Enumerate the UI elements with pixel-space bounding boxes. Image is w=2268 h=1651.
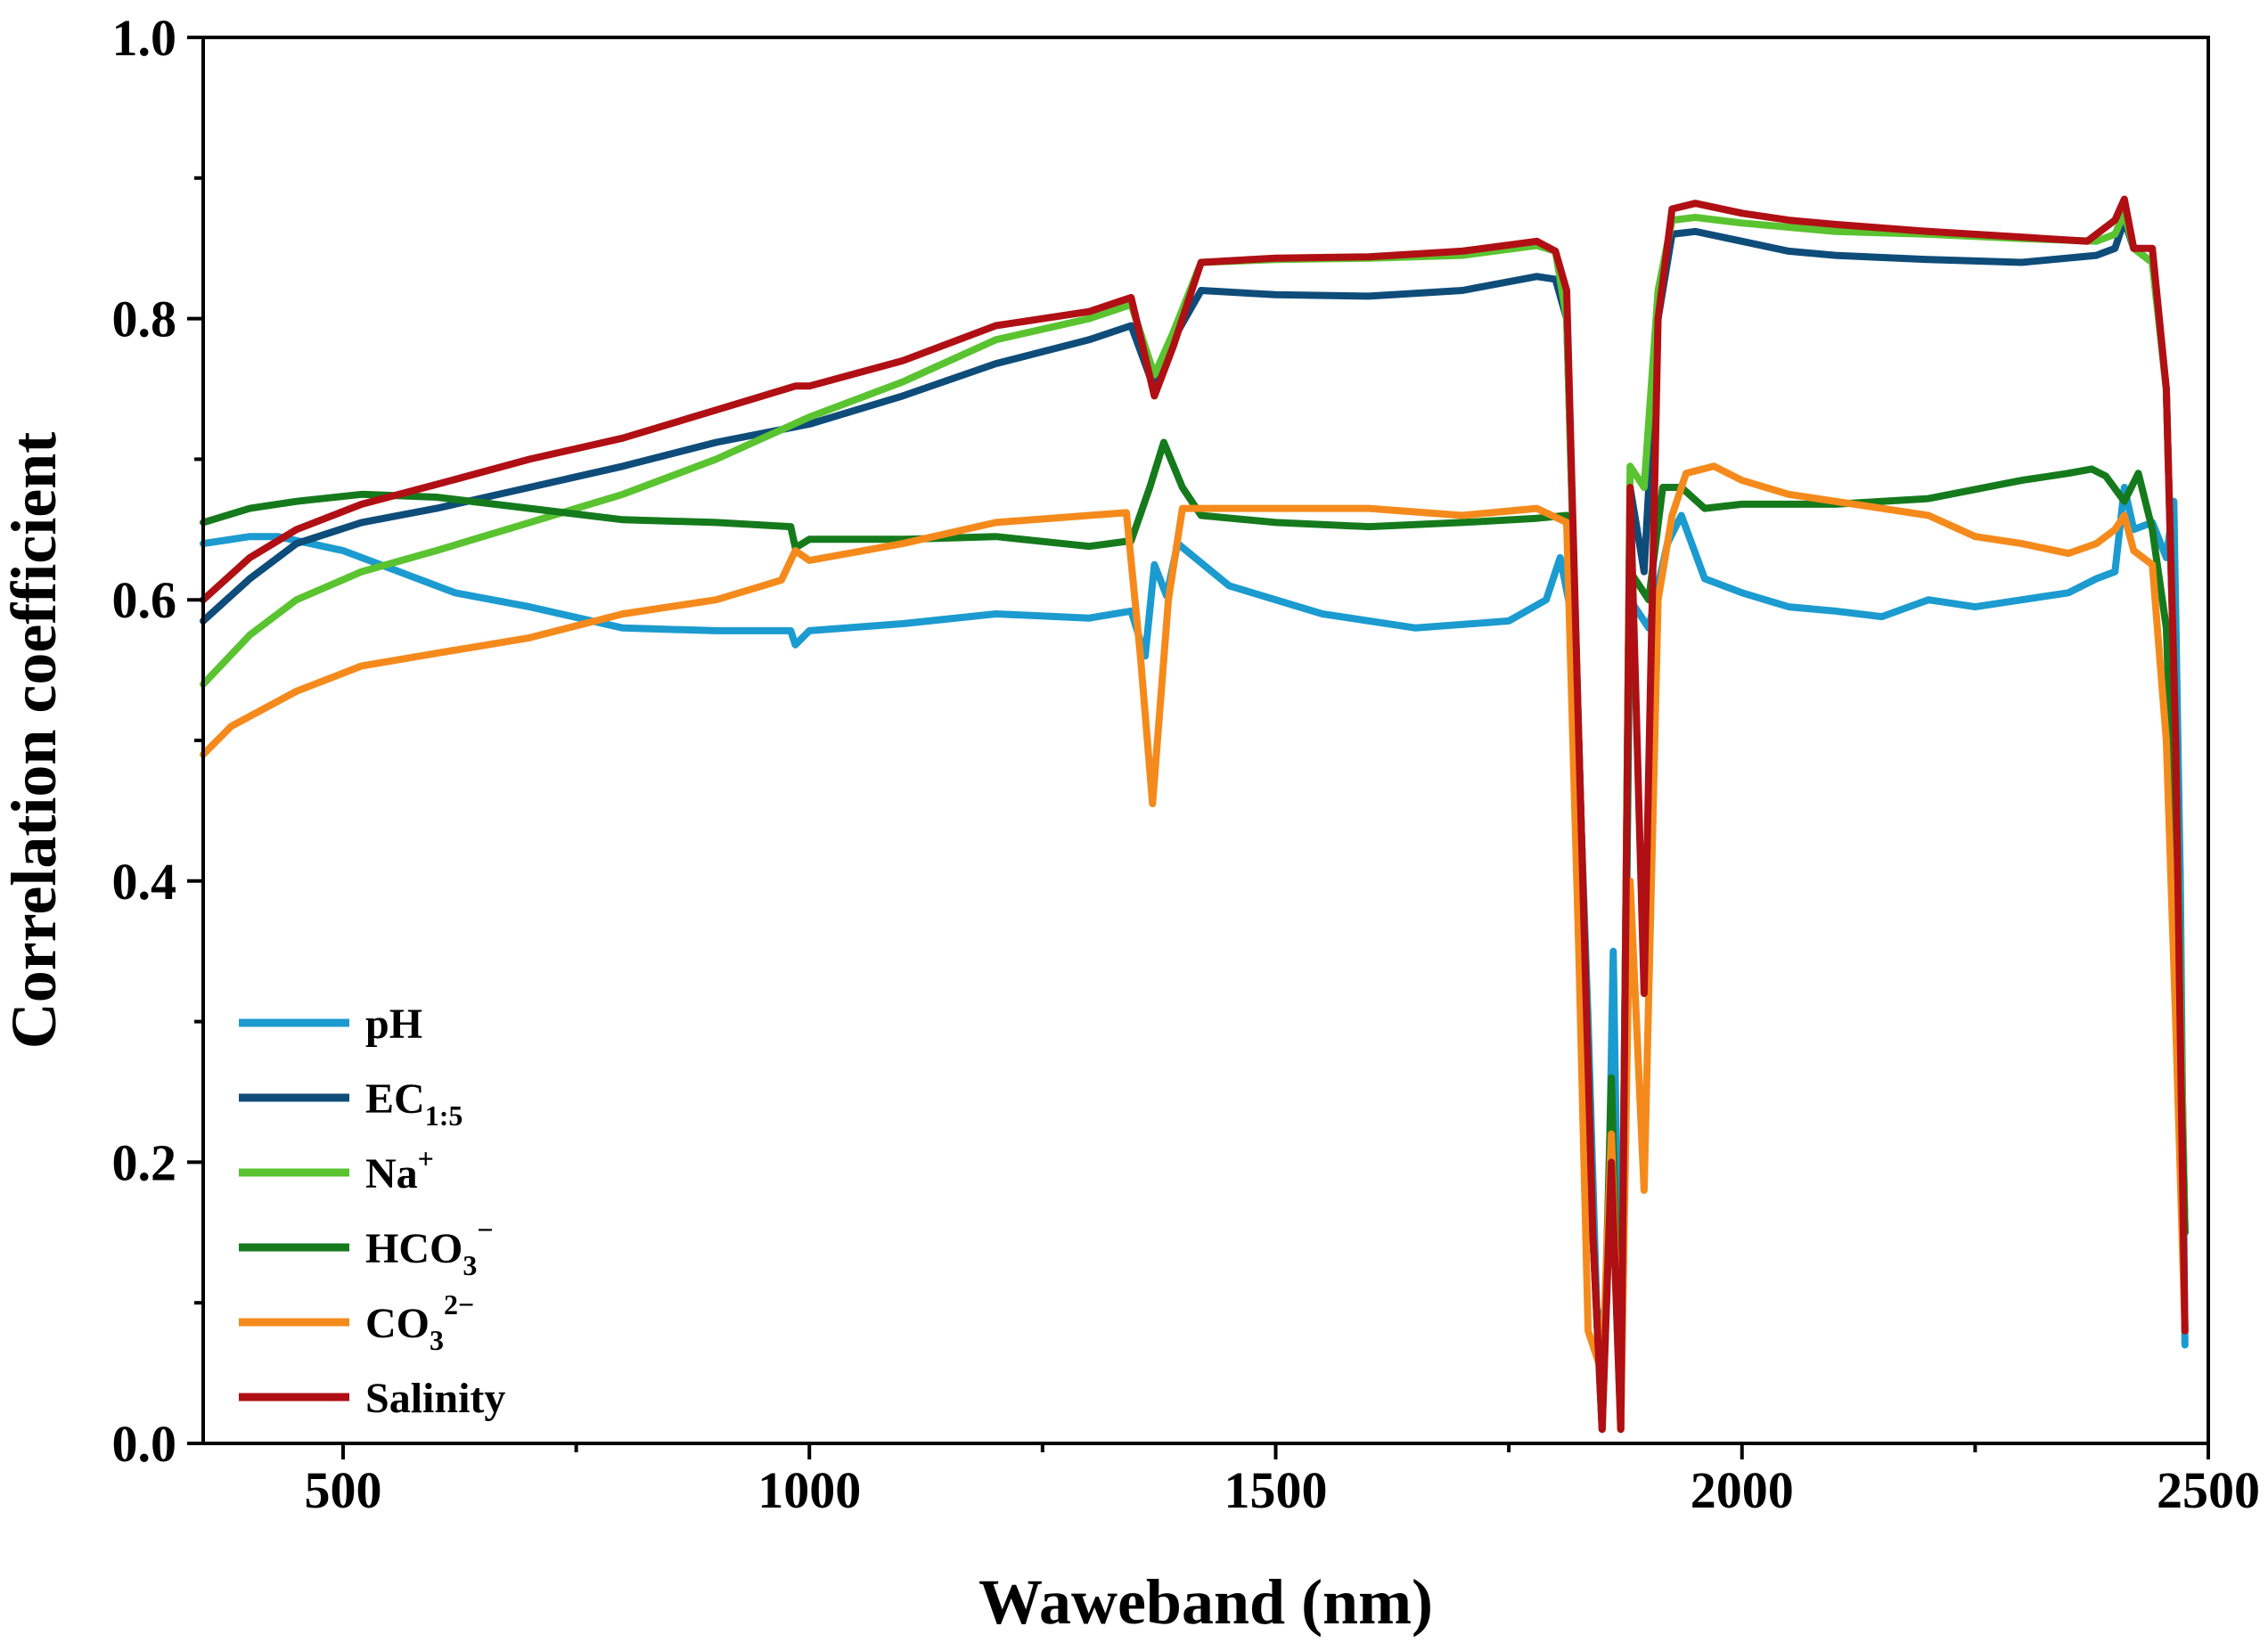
y-tick-label: 0.2 — [112, 1133, 177, 1191]
legend-label: CO32− — [365, 1288, 474, 1356]
legend-item: Salinity — [239, 1375, 505, 1422]
series-line-3 — [200, 438, 2189, 1434]
y-tick-label: 0.4 — [112, 853, 177, 911]
y-tick-label: 0.6 — [112, 571, 177, 629]
legend-item: CO32− — [239, 1288, 474, 1356]
legend-item: EC1:5 — [239, 1075, 463, 1132]
legend-label-subscript: 3 — [463, 1249, 477, 1281]
y-tick-label: 0.0 — [112, 1415, 177, 1473]
x-tick-label: 1000 — [757, 1461, 861, 1519]
axis-ticks — [187, 36, 2210, 1459]
series-line-0 — [200, 484, 2189, 1434]
series-line-4 — [200, 462, 2189, 1434]
legend-label: HCO3− — [365, 1214, 494, 1281]
legend-label-main: CO — [365, 1300, 430, 1347]
legend-label-main: Salinity — [365, 1375, 505, 1422]
x-tick-label: 2000 — [1691, 1461, 1794, 1519]
legend-label-main: Na — [365, 1150, 418, 1197]
legend-label: Na+ — [365, 1142, 434, 1197]
legend-label: EC1:5 — [365, 1075, 463, 1132]
legend-label-main: pH — [365, 1001, 422, 1048]
legend-label: pH — [365, 1001, 422, 1048]
legend-label: Salinity — [365, 1375, 505, 1422]
x-axis-title: Waweband (nm) — [978, 1566, 1433, 1638]
legend-label-superscript: 2− — [444, 1288, 474, 1320]
axis-tick-labels: 500 1000 1500 2000 2500 0.0 0.2 0.4 0.6 0.8 1.0 — [112, 9, 2261, 1519]
legend-label-main: HCO — [365, 1225, 463, 1272]
legend-label-superscript: − — [477, 1214, 493, 1246]
legend-label-superscript: + — [418, 1142, 434, 1174]
x-tick-label: 500 — [304, 1461, 381, 1519]
legend-label-subscript: 1:5 — [425, 1099, 463, 1132]
y-tick-label: 1.0 — [112, 9, 177, 67]
legend-item: pH — [239, 1001, 422, 1048]
legend-item: HCO3− — [239, 1214, 494, 1281]
x-tick-label: 2500 — [2157, 1461, 2260, 1519]
y-axis-title: Correlation coefficient — [0, 432, 70, 1049]
x-tick-label: 1500 — [1224, 1461, 1327, 1519]
series-line-1 — [200, 217, 2189, 1419]
series-layer — [200, 195, 2189, 1434]
plot-area-frame — [201, 36, 2210, 1445]
legend-item: Na+ — [239, 1142, 434, 1197]
series-line-2 — [200, 209, 2189, 1434]
legend-label-main: EC — [365, 1075, 425, 1123]
legend-label-subscript: 3 — [430, 1324, 444, 1356]
series-line-5 — [200, 195, 2189, 1434]
y-tick-label: 0.8 — [112, 290, 177, 348]
